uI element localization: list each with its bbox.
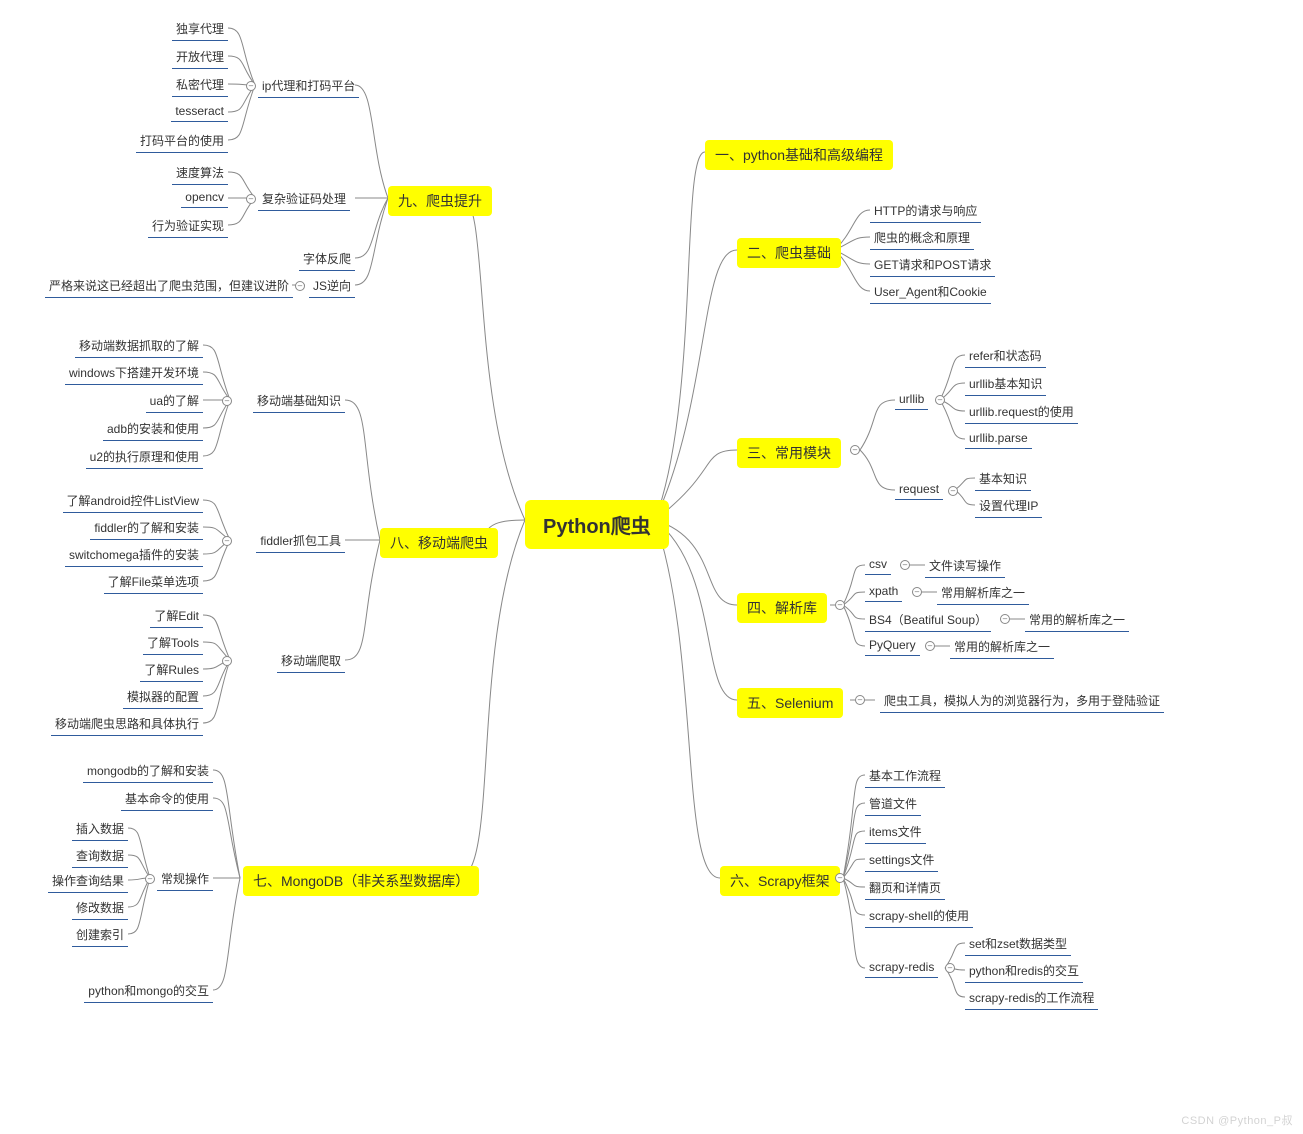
fold-icon[interactable]: – — [945, 963, 955, 973]
root-node[interactable]: Python爬虫 — [525, 500, 669, 549]
sub-8-2[interactable]: 移动端爬取 — [277, 650, 345, 673]
leaf-8-1-2[interactable]: switchomega插件的安装 — [65, 544, 203, 567]
leaf-7-0[interactable]: mongodb的了解和安装 — [83, 760, 213, 783]
fold-icon[interactable]: – — [948, 486, 958, 496]
sub-9-3[interactable]: JS逆向 — [309, 275, 355, 298]
fold-icon[interactable]: – — [246, 194, 256, 204]
sub-3-0[interactable]: urllib — [895, 390, 928, 410]
fold-icon[interactable]: – — [145, 874, 155, 884]
sub-8-0[interactable]: 移动端基础知识 — [253, 390, 345, 413]
note-4-2: 常用的解析库之一 — [1025, 609, 1129, 632]
leaf-8-0-1[interactable]: windows下搭建开发环境 — [65, 362, 203, 385]
leaf-3-1-0[interactable]: 基本知识 — [975, 468, 1031, 491]
branch-6[interactable]: 六、Scrapy框架 — [720, 866, 840, 896]
note-5: 爬虫工具，模拟人为的浏览器行为，多用于登陆验证 — [880, 690, 1164, 713]
watermark-text: CSDN @Python_P叔 — [1181, 1112, 1293, 1128]
leaf-9-0-1[interactable]: 开放代理 — [172, 46, 228, 69]
leaf-7-2-0[interactable]: 插入数据 — [72, 818, 128, 841]
leaf-9-0-3[interactable]: tesseract — [171, 102, 228, 122]
leaf-6-6-1[interactable]: python和redis的交互 — [965, 960, 1083, 983]
sub-4-0[interactable]: csv — [865, 555, 891, 575]
leaf-3-0-3[interactable]: urllib.parse — [965, 429, 1032, 449]
leaf-9-0-0[interactable]: 独享代理 — [172, 18, 228, 41]
leaf-6-1[interactable]: 管道文件 — [865, 793, 921, 816]
leaf-9-0-4[interactable]: 打码平台的使用 — [136, 130, 228, 153]
leaf-3-1-1[interactable]: 设置代理IP — [975, 495, 1042, 518]
branch-7[interactable]: 七、MongoDB（非关系型数据库） — [243, 866, 479, 896]
leaf-2-0[interactable]: HTTP的请求与响应 — [870, 200, 981, 223]
leaf-9-1-1[interactable]: opencv — [181, 188, 228, 208]
leaf-7-2-4[interactable]: 创建索引 — [72, 924, 128, 947]
sub-9-1[interactable]: 复杂验证码处理 — [258, 188, 350, 211]
note-9-3: 严格来说这已经超出了爬虫范围，但建议进阶 — [45, 275, 293, 298]
leaf-8-0-2[interactable]: ua的了解 — [146, 390, 203, 413]
leaf-6-5[interactable]: scrapy-shell的使用 — [865, 905, 973, 928]
leaf-6-0[interactable]: 基本工作流程 — [865, 765, 945, 788]
note-4-0: 文件读写操作 — [925, 555, 1005, 578]
leaf-2-1[interactable]: 爬虫的概念和原理 — [870, 227, 974, 250]
leaf-2-3[interactable]: User_Agent和Cookie — [870, 281, 991, 304]
leaf-8-0-0[interactable]: 移动端数据抓取的了解 — [75, 335, 203, 358]
note-4-3: 常用的解析库之一 — [950, 636, 1054, 659]
branch-4[interactable]: 四、解析库 — [737, 593, 827, 623]
leaf-8-2-0[interactable]: 了解Edit — [150, 605, 203, 628]
fold-icon[interactable]: – — [935, 395, 945, 405]
branch-8[interactable]: 八、移动端爬虫 — [380, 528, 498, 558]
branch-5[interactable]: 五、Selenium — [737, 688, 843, 718]
leaf-6-2[interactable]: items文件 — [865, 821, 926, 844]
leaf-8-1-0[interactable]: 了解android控件ListView — [63, 490, 204, 513]
leaf-8-2-3[interactable]: 模拟器的配置 — [123, 686, 203, 709]
fold-icon[interactable]: – — [222, 656, 232, 666]
branch-1[interactable]: 一、python基础和高级编程 — [705, 140, 893, 170]
leaf-8-1-1[interactable]: fiddler的了解和安装 — [90, 517, 203, 540]
fold-icon[interactable]: – — [295, 281, 305, 291]
branch-9[interactable]: 九、爬虫提升 — [388, 186, 492, 216]
branch-2[interactable]: 二、爬虫基础 — [737, 238, 841, 268]
fold-icon[interactable]: – — [900, 560, 910, 570]
leaf-9-0-2[interactable]: 私密代理 — [172, 74, 228, 97]
leaf-7-2-1[interactable]: 查询数据 — [72, 845, 128, 868]
leaf-6-6-0[interactable]: set和zset数据类型 — [965, 933, 1071, 956]
sub-4-1[interactable]: xpath — [865, 582, 902, 602]
leaf-8-1-3[interactable]: 了解File菜单选项 — [104, 571, 203, 594]
sub-4-2[interactable]: BS4（Beatiful Soup） — [865, 609, 991, 632]
fold-icon[interactable]: – — [222, 536, 232, 546]
leaf-3-0-1[interactable]: urllib基本知识 — [965, 373, 1046, 396]
sub-3-1[interactable]: request — [895, 480, 943, 500]
sub-8-1[interactable]: fiddler抓包工具 — [256, 530, 345, 553]
fold-icon[interactable]: – — [925, 641, 935, 651]
fold-icon[interactable]: – — [222, 396, 232, 406]
leaf-7-2-2[interactable]: 操作查询结果 — [48, 870, 128, 893]
leaf-8-2-1[interactable]: 了解Tools — [143, 632, 203, 655]
leaf-3-0-0[interactable]: refer和状态码 — [965, 345, 1046, 368]
sub-6-6[interactable]: scrapy-redis — [865, 958, 938, 978]
fold-icon[interactable]: – — [835, 873, 845, 883]
leaf-6-3[interactable]: settings文件 — [865, 849, 938, 872]
leaf-8-0-4[interactable]: u2的执行原理和使用 — [86, 446, 203, 469]
leaf-6-4[interactable]: 翻页和详情页 — [865, 877, 945, 900]
leaf-9-1-2[interactable]: 行为验证实现 — [148, 215, 228, 238]
sub-4-3[interactable]: PyQuery — [865, 636, 920, 656]
leaf-8-0-3[interactable]: adb的安装和使用 — [103, 418, 203, 441]
leaf-9-1-0[interactable]: 速度算法 — [172, 162, 228, 185]
fold-icon[interactable]: – — [1000, 614, 1010, 624]
fold-icon[interactable]: – — [912, 587, 922, 597]
fold-icon[interactable]: – — [246, 81, 256, 91]
sub-7-2[interactable]: 常规操作 — [157, 868, 213, 891]
fold-icon[interactable]: – — [835, 600, 845, 610]
fold-icon[interactable]: – — [855, 695, 865, 705]
leaf-3-0-2[interactable]: urllib.request的使用 — [965, 401, 1078, 424]
leaf-8-2-2[interactable]: 了解Rules — [140, 659, 203, 682]
leaf-7-2-3[interactable]: 修改数据 — [72, 897, 128, 920]
fold-icon[interactable]: – — [850, 445, 860, 455]
leaf-6-6-2[interactable]: scrapy-redis的工作流程 — [965, 987, 1098, 1010]
branch-3[interactable]: 三、常用模块 — [737, 438, 841, 468]
leaf-2-2[interactable]: GET请求和POST请求 — [870, 254, 995, 277]
sub-9-0[interactable]: ip代理和打码平台 — [258, 75, 359, 98]
note-4-1: 常用解析库之一 — [937, 582, 1029, 605]
leaf-8-2-4[interactable]: 移动端爬虫思路和具体执行 — [51, 713, 203, 736]
leaf-7-3[interactable]: python和mongo的交互 — [84, 980, 213, 1003]
leaf-7-1[interactable]: 基本命令的使用 — [121, 788, 213, 811]
sub-9-2[interactable]: 字体反爬 — [299, 248, 355, 271]
